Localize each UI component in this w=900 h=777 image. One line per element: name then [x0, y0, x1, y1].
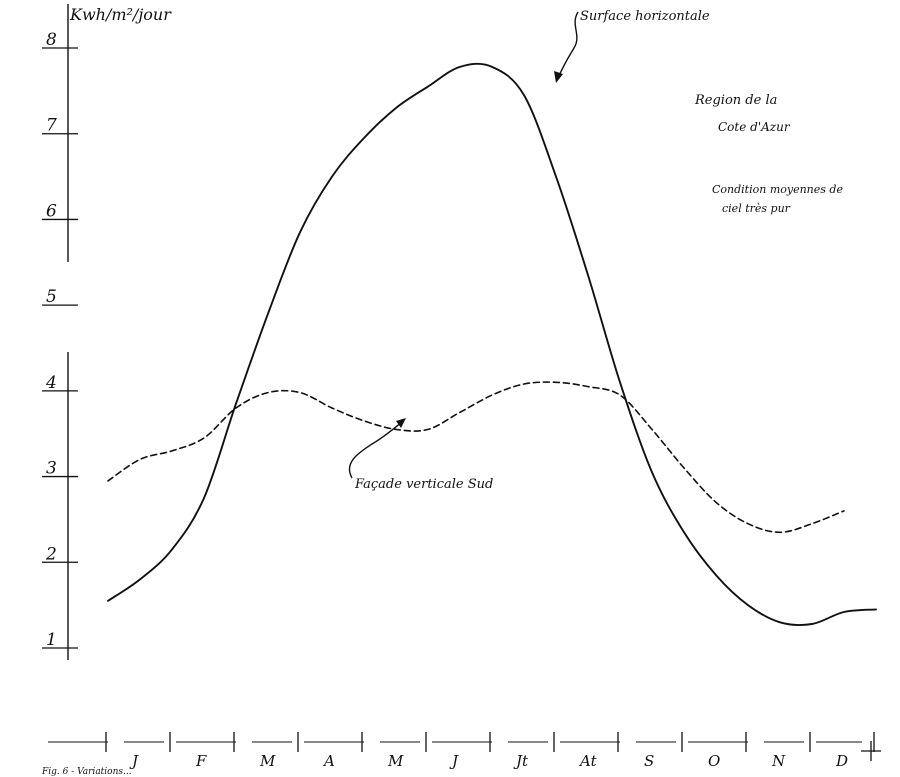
curve-label-horizontal: Surface horizontale — [580, 9, 710, 24]
arrow-vertical-label — [348, 421, 403, 479]
y-tick-label: 3 — [46, 459, 57, 479]
x-tick-label: M — [259, 752, 276, 770]
annotation-conditions-line2: ciel très pur — [722, 202, 791, 215]
y-tick-label: 8 — [46, 30, 57, 50]
arrow-horizontal-label — [557, 11, 579, 79]
series-line-horizontal — [107, 62, 877, 626]
x-tick-label: O — [708, 752, 720, 770]
arrow-vertical-head — [396, 418, 406, 428]
curve-label-vertical: Façade verticale Sud — [354, 477, 493, 492]
x-tick-label: J — [129, 752, 139, 770]
x-axis: J F M A M J Jt At S O N D — [48, 732, 881, 770]
annotation-conditions-line1: Condition moyennes de — [712, 183, 843, 196]
arrow-horizontal-head — [554, 71, 563, 83]
y-tick-label: 4 — [45, 373, 57, 393]
x-tick-label: S — [644, 752, 654, 770]
x-tick-label: Jt — [513, 752, 529, 770]
y-tick-label: 7 — [46, 116, 57, 136]
series-layer — [107, 62, 877, 626]
x-tick-label: J — [449, 752, 459, 770]
x-tick-label: D — [835, 752, 848, 770]
y-axis: 1 2 3 4 5 6 7 8 — [42, 4, 78, 660]
y-tick-label: 5 — [46, 287, 57, 307]
x-tick-label: M — [387, 752, 404, 770]
x-tick-label: F — [195, 752, 207, 770]
annotation-region-line1: Region de la — [694, 93, 777, 108]
annotation-region-line2: Cote d'Azur — [718, 120, 791, 134]
x-tick-label: At — [578, 752, 598, 770]
series-line-vertical-south — [107, 381, 845, 534]
x-tick-label: A — [322, 752, 335, 770]
y-axis-label: Kwh/m²/jour — [69, 5, 172, 24]
x-tick-label: N — [771, 752, 786, 770]
y-tick-label: 1 — [46, 630, 57, 650]
y-tick-label: 2 — [45, 544, 57, 564]
y-tick-label: 6 — [46, 201, 57, 221]
figure-caption: Fig. 6 - Variations... — [41, 767, 132, 777]
